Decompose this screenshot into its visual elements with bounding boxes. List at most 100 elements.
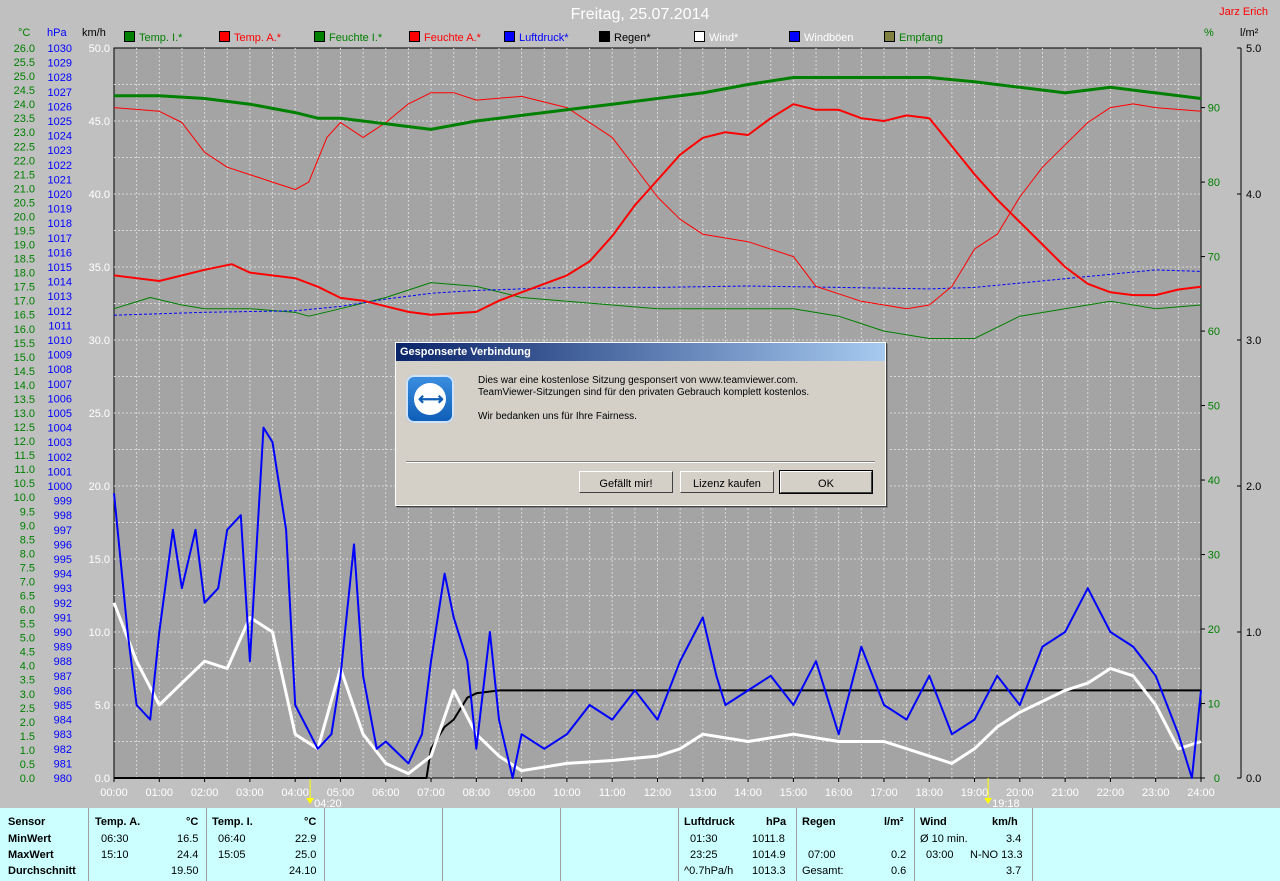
rain-tick-label: 1.0 [1246, 627, 1261, 639]
legend-item[interactable]: Feuchte A.* [409, 31, 481, 44]
x-tick-label: 11:00 [599, 787, 626, 799]
legend-item[interactable]: Regen* [599, 31, 651, 44]
temp-tick-label: 8.5 [20, 534, 35, 546]
pressure-tick-label: 1006 [48, 393, 72, 405]
pressure-tick-label: 994 [54, 569, 72, 581]
pressure-tick-label: 1028 [48, 72, 72, 84]
temp-tick-label: 23.0 [14, 127, 35, 139]
wind-tick-label: 45.0 [89, 116, 110, 128]
wind-tick-label: 20.0 [89, 481, 110, 493]
temp-tick-label: 16.5 [14, 310, 35, 322]
temp-tick-label: 15.5 [14, 338, 35, 350]
temp-tick-label: 6.0 [20, 605, 35, 617]
legend-item[interactable]: Feuchte I.* [314, 31, 382, 44]
series-line [113, 92, 1202, 310]
stats-table: Sensor MinWert MaxWert Durchschnitt Temp… [0, 808, 1280, 881]
x-tick-label: 16:00 [825, 787, 853, 799]
pressure-tick-label: 980 [54, 773, 72, 785]
pressure-tick-label: 1004 [48, 423, 72, 435]
temp-tick-label: 10.5 [14, 478, 35, 490]
stats-value: 1013.3 [752, 865, 786, 877]
stats-value: 19.50 [171, 865, 199, 877]
pressure-tick-label: 997 [54, 525, 72, 537]
stats-sensor-header: Sensor [8, 816, 46, 828]
stats-ta-unit: °C [186, 816, 199, 828]
temp-tick-label: 14.0 [14, 380, 35, 392]
x-tick-label: 04:00 [281, 787, 309, 799]
legend-item[interactable]: Windböen [789, 31, 854, 44]
stats-value: 15:05 [218, 849, 246, 861]
temp-tick-label: 22.5 [14, 141, 35, 153]
buy-license-button[interactable]: Lizenz kaufen [680, 471, 774, 493]
chart-title: Freitag, 25.07.2014 [570, 6, 710, 23]
temp-tick-label: 3.5 [20, 675, 35, 687]
time-marker-label: 04:20 [314, 798, 342, 808]
stats-value: 07:00 [808, 849, 836, 861]
temp-tick-label: 7.5 [20, 562, 35, 574]
x-tick-label: 09:00 [508, 787, 536, 799]
legend-item[interactable]: Temp. A.* [219, 31, 281, 44]
temp-tick-label: 23.5 [14, 113, 35, 125]
stats-value: 24.10 [289, 865, 317, 877]
pressure-tick-label: 1002 [48, 452, 72, 464]
author-label: Jarz Erich [1219, 6, 1268, 18]
temp-tick-label: 25.0 [14, 71, 35, 83]
stats-value: 01:30 [690, 833, 718, 845]
stats-value: 16.5 [177, 833, 199, 845]
x-tick-label: 23:00 [1142, 787, 1170, 799]
time-marker-arrow [306, 798, 315, 804]
humidity-tick-label: 0 [1214, 773, 1220, 785]
pressure-tick-label: 981 [54, 758, 72, 770]
temp-tick-label: 21.0 [14, 183, 35, 195]
stats-value: 06:40 [218, 833, 246, 845]
x-tick-label: 19:00 [961, 787, 989, 799]
x-tick-label: 18:00 [915, 787, 943, 799]
stats-avg-label: Durchschnitt [8, 865, 76, 877]
pressure-tick-label: 990 [54, 627, 72, 639]
x-tick-label: 05:00 [327, 787, 355, 799]
temp-tick-label: 19.0 [14, 240, 35, 252]
stats-value: 1011.8 [752, 833, 785, 845]
legend-item[interactable]: Temp. I.* [124, 31, 182, 44]
pressure-tick-label: 1024 [48, 131, 72, 143]
chart-legend: Temp. I.* Temp. A.* Feuchte I.* Feuchte … [0, 31, 1280, 45]
legend-item[interactable]: Wind* [694, 31, 738, 44]
pressure-tick-label: 1020 [48, 189, 72, 201]
stats-value: 0.2 [891, 849, 907, 861]
legend-item[interactable]: Empfang [884, 31, 943, 44]
humidity-unit-label: % [1204, 27, 1214, 39]
wind-tick-label: 30.0 [89, 335, 110, 347]
pressure-tick-label: 1009 [48, 350, 72, 362]
series-line [113, 103, 1202, 316]
like-button[interactable]: Gefällt mir! [579, 471, 673, 493]
series-line [114, 689, 1201, 779]
series-line [112, 602, 1202, 776]
stats-value: 06:30 [101, 833, 129, 845]
pressure-tick-label: 1017 [48, 233, 72, 245]
temp-tick-label: 20.5 [14, 197, 35, 209]
temp-tick-label: 21.5 [14, 169, 35, 181]
temp-tick-label: 15.0 [14, 352, 35, 364]
pressure-tick-label: 1030 [48, 43, 72, 55]
pressure-tick-label: 1013 [48, 291, 72, 303]
temp-tick-label: 8.0 [20, 548, 35, 560]
humidity-tick-label: 60 [1208, 326, 1220, 338]
temp-tick-label: 5.5 [20, 619, 35, 631]
pressure-tick-label: 1019 [48, 204, 72, 216]
stats-lp-header: Luftdruck [684, 816, 735, 828]
temp-tick-label: 1.5 [20, 731, 35, 743]
x-tick-label: 20:00 [1006, 787, 1034, 799]
legend-item[interactable]: Luftdruck* [504, 31, 569, 44]
pressure-tick-label: 1027 [48, 87, 72, 99]
ok-button[interactable]: OK [779, 470, 873, 494]
humidity-tick-label: 40 [1208, 475, 1220, 487]
stats-wind-header: Wind [920, 816, 947, 828]
x-tick-label: 12:00 [644, 787, 672, 799]
pressure-tick-label: 998 [54, 510, 72, 522]
humidity-tick-label: 80 [1208, 177, 1220, 189]
pressure-tick-label: 1008 [48, 364, 72, 376]
wind-tick-label: 40.0 [89, 189, 110, 201]
rain-unit-label: l/m² [1240, 27, 1259, 39]
stats-value: ^0.7hPa/h [684, 865, 734, 877]
temp-tick-label: 12.0 [14, 436, 35, 448]
